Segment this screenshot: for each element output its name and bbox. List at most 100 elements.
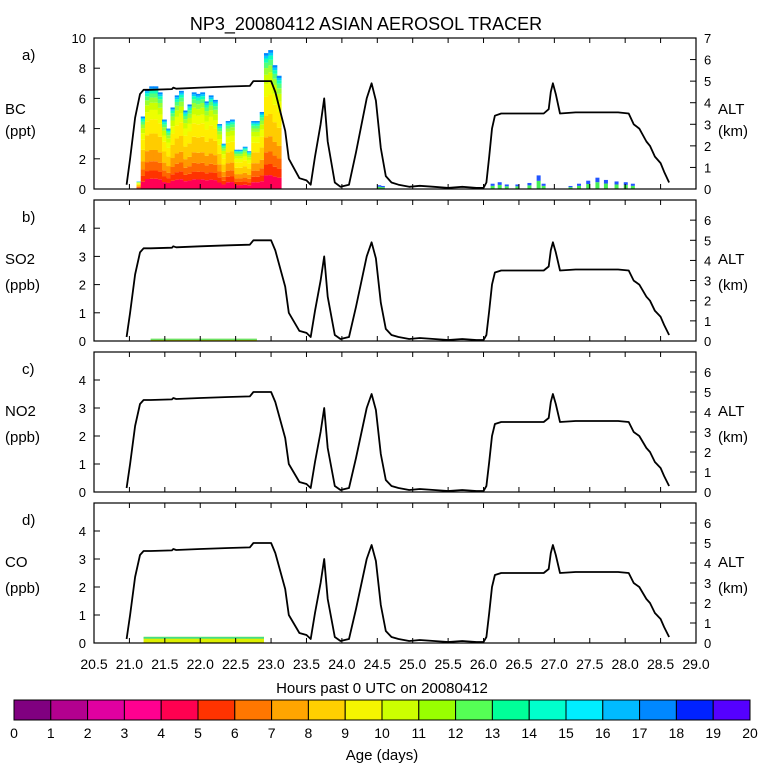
bc-column-segment (192, 115, 197, 124)
alt-tick-label: 5 (704, 233, 711, 248)
bc-column-segment (175, 102, 180, 106)
bc-column-segment (166, 133, 171, 135)
colorbar-tick-label: 17 (632, 725, 648, 741)
bc-column-segment (145, 179, 150, 189)
bc-column-segment (268, 60, 273, 66)
bc-column-segment (230, 121, 235, 122)
bc-column-segment (153, 119, 158, 133)
bc-column-segment (175, 97, 180, 99)
bc-column-segment (251, 132, 256, 137)
x-tick-label: 28.0 (612, 656, 639, 672)
y-tick-label: 3 (79, 552, 86, 567)
bc-column-segment (187, 108, 192, 111)
bc-column-segment (234, 151, 239, 152)
bc-column-segment (260, 130, 265, 137)
bc-column-segment (272, 142, 277, 156)
bc-blip (505, 184, 509, 186)
x-tick-label: 27.5 (576, 656, 603, 672)
bc-column-segment (217, 139, 222, 145)
bc-column-segment (255, 182, 260, 189)
altitude-line (127, 240, 670, 340)
x-tick-label: 25.0 (399, 656, 426, 672)
bc-column-segment (192, 99, 197, 103)
x-tick-label: 28.5 (647, 656, 674, 672)
bc-column-segment (192, 137, 197, 152)
alt-tick-label: 5 (704, 536, 711, 551)
alt-tick-label: 6 (704, 53, 711, 68)
bc-column-segment (192, 92, 197, 94)
bc-column-segment (230, 163, 235, 171)
bc-column-segment (204, 142, 209, 156)
bc-column-segment (136, 183, 141, 184)
bc-column-segment (238, 152, 243, 154)
bc-column-segment (268, 114, 273, 136)
y-tick-label: 10 (72, 31, 86, 46)
bc-column-segment (221, 165, 226, 172)
bc-column-segment (213, 100, 218, 102)
bc-column-segment (209, 95, 214, 97)
bc-column-segment (162, 121, 167, 122)
bc-column-segment (200, 115, 205, 124)
bc-column-segment (175, 125, 180, 138)
colorbar-tick-label: 0 (10, 725, 18, 741)
bc-column-segment (145, 135, 150, 151)
bc-column-segment (170, 111, 175, 113)
bc-column-segment (234, 178, 239, 182)
x-tick-label: 25.5 (434, 656, 461, 672)
bc-column-segment (260, 117, 265, 120)
bc-column-segment (183, 119, 188, 123)
bc-column-segment (213, 173, 218, 180)
bc-column-segment (179, 122, 184, 136)
bc-column-segment (145, 151, 150, 162)
bc-column-segment (166, 129, 171, 130)
bc-column-segment (153, 90, 158, 93)
bc-column-segment (238, 151, 243, 152)
bc-column-segment (268, 56, 273, 60)
bc-column-segment (264, 56, 269, 59)
colorbar-cell (124, 700, 161, 720)
alt-tick-label: 6 (704, 516, 711, 531)
bc-column-segment (158, 108, 163, 115)
bc-column-segment (166, 135, 171, 138)
bc-column-segment (226, 126, 231, 129)
bc-column-segment (166, 148, 171, 156)
bc-column-segment (251, 182, 256, 189)
bc-column-segment (264, 97, 269, 116)
bc-column-segment (217, 145, 222, 154)
bc-column-segment (170, 107, 175, 109)
bc-column-segment (145, 121, 150, 135)
x-tick-label: 23.5 (293, 656, 320, 672)
bc-blip (604, 184, 608, 189)
bc-column-segment (141, 118, 146, 119)
bc-column-segment (183, 147, 188, 160)
bc-column-segment (196, 124, 201, 137)
bc-column-segment (247, 179, 252, 182)
bc-column-segment (153, 161, 158, 170)
bc-column-segment (179, 98, 184, 102)
bc-column-segment (226, 143, 231, 153)
bc-column-segment (238, 151, 243, 152)
bc-column-segment (204, 115, 209, 121)
alt-tick-label: 0 (704, 636, 711, 651)
bc-column-segment (243, 148, 248, 149)
bc-column-segment (217, 171, 222, 177)
bc-column-segment (213, 141, 218, 155)
bc-column-segment (170, 174, 175, 181)
bc-column-segment (255, 121, 260, 122)
alt-tick-label: 6 (704, 213, 711, 228)
colorbar-tick-label: 13 (485, 725, 501, 741)
y-tick-label: 3 (79, 401, 86, 416)
bc-column-segment (183, 114, 188, 116)
bc-column-segment (149, 103, 154, 110)
units-label: (ppb) (5, 277, 40, 294)
bc-column-segment (141, 161, 146, 169)
bc-column-segment (243, 181, 248, 184)
alt-tick-label: 7 (704, 31, 711, 46)
colorbar-tick-label: 16 (595, 725, 611, 741)
bc-column-segment (213, 110, 218, 114)
bc-column-segment (272, 70, 277, 74)
bc-column-segment (268, 95, 273, 114)
bc-column-segment (158, 152, 163, 163)
bc-column-segment (196, 96, 201, 98)
